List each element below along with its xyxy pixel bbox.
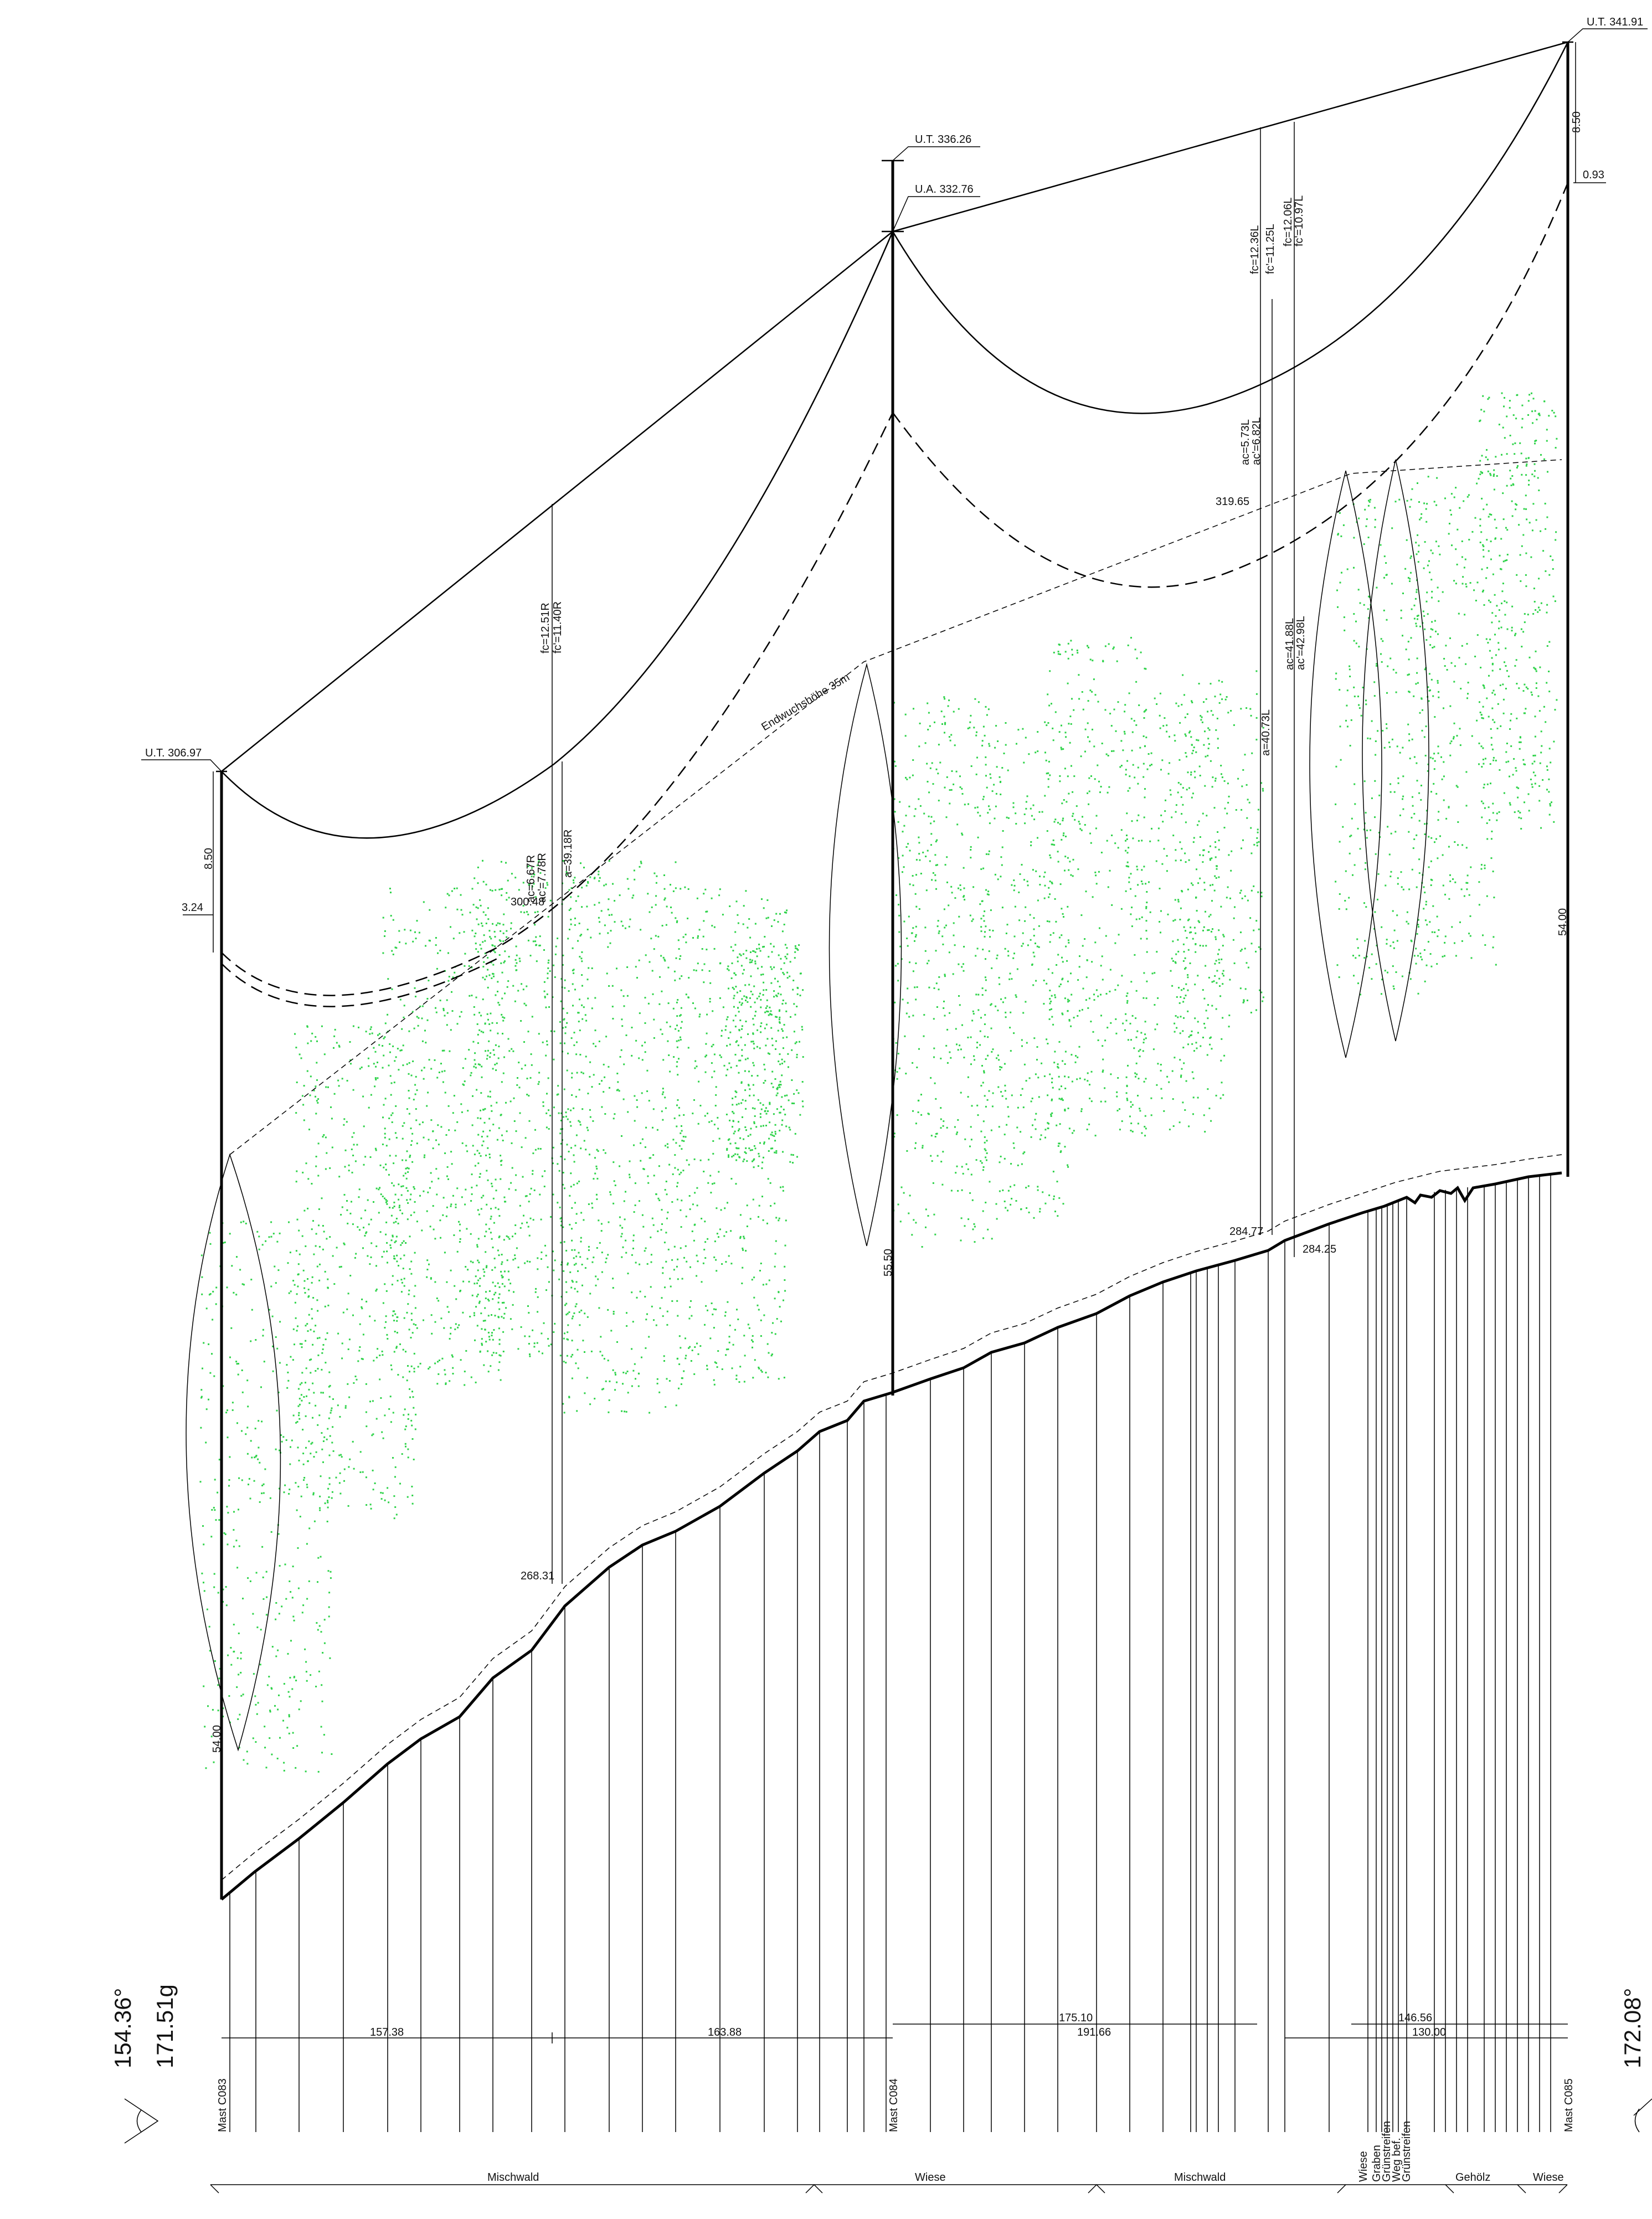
label-leaders [141,28,1648,953]
mast-c083-ut-label: U.T. 306.97 [145,747,202,759]
angle-symbol-left [124,2098,159,2144]
land-use-mischwald-1: Mischwald [487,2171,539,2184]
span2-a-label: a=40.73L [1260,709,1272,756]
dim-span1-label: 157.38 [370,2026,404,2038]
clearance-lens-c083 [186,1153,281,1752]
conductor-span2-chord [892,41,1568,233]
conductor-span1-sag2 [221,957,499,1007]
elevation-268-label: 268.31 [521,1570,554,1582]
land-use-gehoelz: Gehölz [1455,2171,1490,2184]
clearance-lens-c085b [1362,459,1429,1042]
land-use-gruen-1: Grünstreifen [1381,2121,1393,2182]
conductor-span1-chord [221,231,893,772]
dim-span4b-label: 130.00 [1412,2026,1446,2038]
elevation-284b-label: 284.25 [1303,1243,1336,1255]
span2-fc-b-label: fc'=11.25L [1264,224,1277,274]
mast-c085-ut-label: U.T. 341.91 [1587,16,1643,28]
land-use-wiese-2: Wiese [1357,2151,1370,2182]
mast-c083-clearance-label: 54.00 [211,1725,223,1753]
dim-span3a-label: 175.10 [1059,2012,1093,2024]
conductor-span2-sag [892,182,1569,588]
mast-c085-clearance-label: 54.00 [1557,908,1569,936]
land-use-wiese-3: Wiese [1533,2171,1564,2184]
span2-fc-d-label: fc'=10.97L [1293,195,1305,246]
dimension-lines [222,2024,1568,2043]
mast-c085 [1562,41,1573,1177]
span2-fc-c-label: fc=12.06L [1282,198,1294,246]
mast-c083-offset-label: 3.24 [182,902,203,914]
mast-c084-clearance-label: 55.50 [882,1249,894,1276]
mast-c084-ut-label: U.T. 336.26 [915,133,971,146]
mast-c085-height-label: 8.50 [1571,111,1583,133]
clearance-lens-c085a [1309,470,1382,1058]
span2-ac-d-label: ac'=42.98L [1295,616,1307,670]
vegetation-point-cloud [199,392,1558,1773]
land-use-graben: Graben [1371,2145,1383,2182]
mast-c084 [882,159,904,1396]
land-use-gruen-2: Grünstreifen [1401,2121,1413,2182]
elevation-300-label: 300.48 [511,896,544,908]
elevation-319-label: 319.65 [1216,496,1249,508]
mast-c084-ua-label: U.A. 332.76 [915,183,974,195]
mast-c083-name: Mast C083 [217,2078,229,2132]
elevation-284a-label: 284.77 [1229,1226,1263,1238]
dim-span3b-label: 191.66 [1077,2026,1111,2038]
dim-span2-label: 163.88 [708,2026,742,2038]
span2-fc-a-label: fc=12.36L [1249,225,1261,274]
mast-c085-name: Mast C085 [1563,2078,1575,2132]
span1-a-label: a=39.18R [562,830,574,878]
mast-c083-height-label: 8.50 [203,848,215,869]
span2-ac-b-label: ac'=6.82L [1250,417,1263,465]
span1-ac-label: ac=6.67R [525,855,537,903]
mast-c084-name: Mast C084 [888,2078,900,2132]
span2-ac-a-label: ac=5.73L [1239,419,1252,465]
endwuchs-label: Endwuchshöhe 35m [759,671,852,733]
angle-right-deg: 172.08° [1619,1988,1645,2068]
conductor-span1-catenary [221,231,894,839]
terrain-profile [220,1171,1562,1901]
land-use-wiese-1: Wiese [915,2171,946,2184]
land-use-weg: Weg bef. [1391,2138,1403,2182]
land-use-band [210,2184,1568,2194]
span1-fc-label: fc=12.51R [539,603,552,653]
span1-ac2-label: ac'=7.78R [536,853,548,903]
clearance-lens-c084 [828,663,902,1247]
mast-c085-offset-label: 0.93 [1583,169,1604,181]
span2-ac-c-label: ac=41.88L [1284,618,1296,670]
angle-left-gon: 171.51g [152,1984,178,2068]
angle-left-deg: 154.36° [110,1988,136,2068]
growth-height-line [229,459,1562,1155]
dim-span4a-label: 146.56 [1398,2012,1432,2024]
conductor-span2-catenary [892,42,1569,414]
angle-symbol-right [1633,2098,1652,2133]
ground-ticks [229,1174,1551,2132]
land-use-mischwald-2: Mischwald [1174,2171,1226,2184]
span1-fc2-label: fc'=11.40R [552,601,564,653]
